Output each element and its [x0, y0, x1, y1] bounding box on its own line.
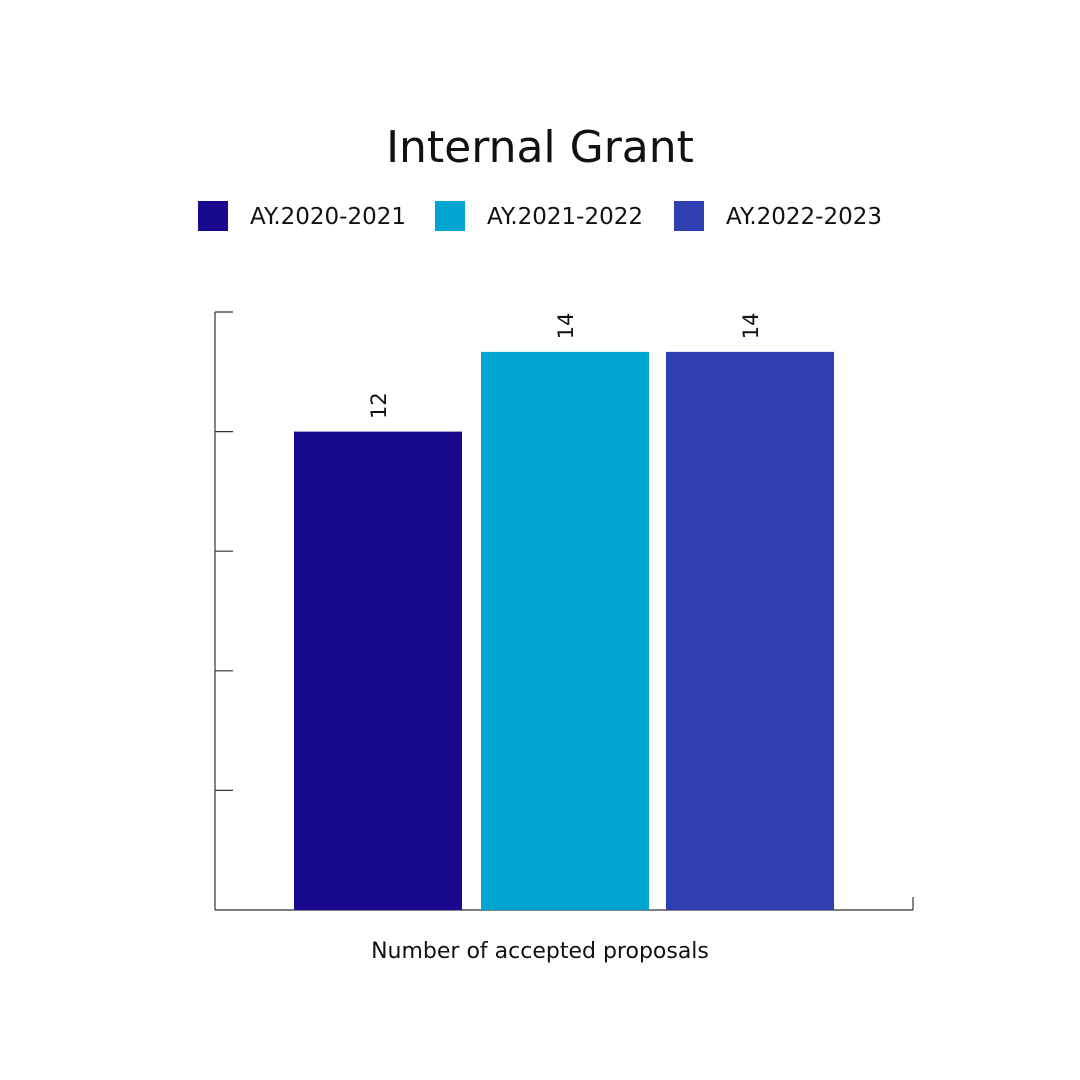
bar-1 [294, 431, 462, 910]
y-axis-ticks [215, 311, 233, 792]
legend-swatch-2 [435, 201, 465, 231]
bar-3 [666, 351, 834, 910]
chart-title: Internal Grant [386, 122, 694, 173]
value-label-3: 14 [739, 312, 763, 339]
value-label-1: 12 [367, 392, 391, 419]
bars [294, 351, 834, 910]
x-axis-label: Number of accepted proposals [371, 939, 709, 964]
legend-label-2: AY.2021-2022 [487, 204, 643, 230]
value-label-2: 14 [554, 312, 578, 339]
legend-swatch-1 [198, 201, 228, 231]
legend-label-1: AY.2020-2021 [250, 204, 406, 230]
legend-label-3: AY.2022-2023 [726, 204, 882, 230]
legend: AY.2020-2021 AY.2021-2022 AY.2022-2023 [198, 201, 882, 231]
legend-swatch-3 [674, 201, 704, 231]
value-labels: 12 14 14 [367, 312, 763, 418]
bar-2 [481, 351, 649, 910]
